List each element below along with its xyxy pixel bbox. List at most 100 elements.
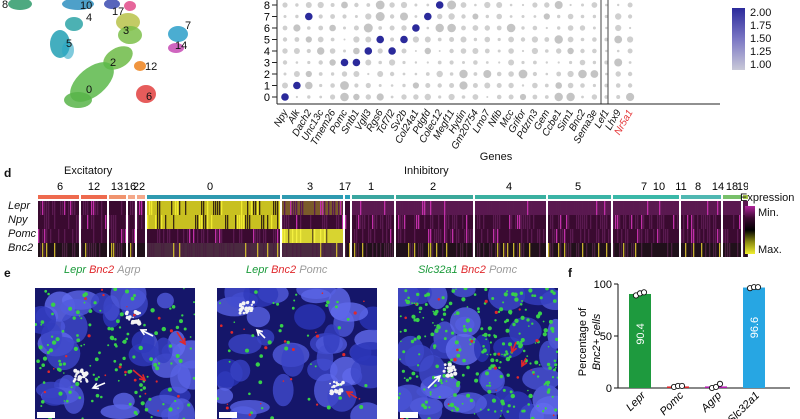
white-puncta [329,382,331,385]
heatmap-stripe [197,229,199,243]
green-puncta [35,323,37,326]
legend-tick: 1.00 [750,59,772,71]
green-puncta [487,408,490,411]
heatmap-stripe [701,243,703,257]
green-puncta [449,402,455,408]
dot-plot-dot [364,47,373,55]
heatmap-stripe [183,243,185,257]
legend-tick: 1.50 [750,33,772,45]
green-puncta [168,407,173,412]
heatmap-stripe [275,201,277,215]
dot-plot-dot [400,1,408,9]
heatmap-stripe [631,243,633,257]
heatmap-stripe [42,243,44,257]
bar-data-point [754,284,762,291]
heatmap-stripe [314,229,316,243]
heatmap-stripe [739,215,741,229]
dot-plot-dot [533,60,537,65]
green-puncta [138,345,143,351]
dot-plot-dot [414,61,418,64]
dot-plot-dot [390,84,394,87]
green-puncta [433,311,438,316]
nucleus-blob [294,304,326,330]
green-puncta [506,373,510,377]
dot-plot-dot [365,82,371,89]
green-puncta [82,293,87,298]
heatmap-stripe [132,243,134,257]
dot-plot-dot [508,82,514,89]
heatmap-stripe [452,215,454,229]
probe-slc32a1: Slc32a1 [418,264,458,276]
green-puncta [415,375,419,378]
heatmap-stripe [183,229,185,243]
bar-chart-x-labels: Lepr Pomc Agrp Slc32a1 [624,389,762,419]
green-puncta [143,323,146,327]
green-puncta [543,383,546,386]
heatmap-stripe [324,229,326,243]
green-puncta [422,316,425,319]
heatmap-stripe [263,229,265,243]
probe-bnc2: Bnc2 [460,264,486,276]
heatmap-stripe [54,243,56,257]
heatmap-stripe [416,215,418,229]
umap-clusters [8,0,188,108]
nucleus-blob [35,306,56,334]
heatmap-stripe [296,201,298,215]
green-puncta [83,301,86,304]
dot-plot-dot [401,48,407,54]
heatmap-stripe [610,229,612,243]
green-puncta [217,397,219,400]
green-puncta [146,375,149,378]
heatmap-stripe [452,229,454,243]
heatmap-stripe [513,201,515,215]
green-puncta [415,302,419,306]
dot-plot-dot [521,60,525,65]
green-puncta [505,352,509,356]
heatmap-stripe [273,201,275,215]
green-puncta [508,355,512,359]
dot-plot-dot [532,25,538,31]
dot-plot-dot [343,49,346,53]
dot-plot-dot [508,59,515,66]
green-puncta [454,405,457,409]
green-puncta [150,416,153,419]
green-puncta [522,349,526,353]
green-puncta [487,389,492,394]
dot-plot-dot [389,71,395,77]
heatmap-stripe [52,201,54,215]
dot-plot-dot [353,93,360,101]
heatmap-stripe [345,243,347,257]
green-puncta [521,300,524,302]
green-puncta [426,292,431,297]
heatmap-cell [548,229,611,243]
heatmap-stripe [495,229,497,243]
heatmap-stripe [161,243,163,257]
nucleus-blob [156,292,174,309]
green-puncta [528,288,533,293]
heatmap-stripe [649,215,651,229]
green-puncta [407,296,410,300]
dot-plot-dot [544,83,549,88]
heatmap-stripe [227,243,229,257]
heatmap-stripe [683,215,685,229]
dot-plot-dot [556,71,562,77]
green-puncta [553,359,557,363]
heatmap-stripe [338,215,340,229]
heatmap-stripe [44,243,46,257]
umap-label-0: 0 [86,84,92,96]
red-puncta [497,352,501,356]
heatmap-stripe [292,243,294,257]
red-puncta [157,409,160,412]
dot-plot-dot [448,13,455,20]
green-puncta [189,336,192,338]
heatmap-stripe [637,229,639,243]
heatmap-stripe [410,243,412,257]
heatmap-stripe [578,201,580,215]
green-puncta [404,289,408,293]
green-puncta [435,364,439,369]
heatmap-stripe [330,243,332,257]
dot-plot-dot [352,58,361,67]
green-puncta [474,378,479,383]
green-puncta [451,409,454,412]
white-puncta [77,376,82,381]
